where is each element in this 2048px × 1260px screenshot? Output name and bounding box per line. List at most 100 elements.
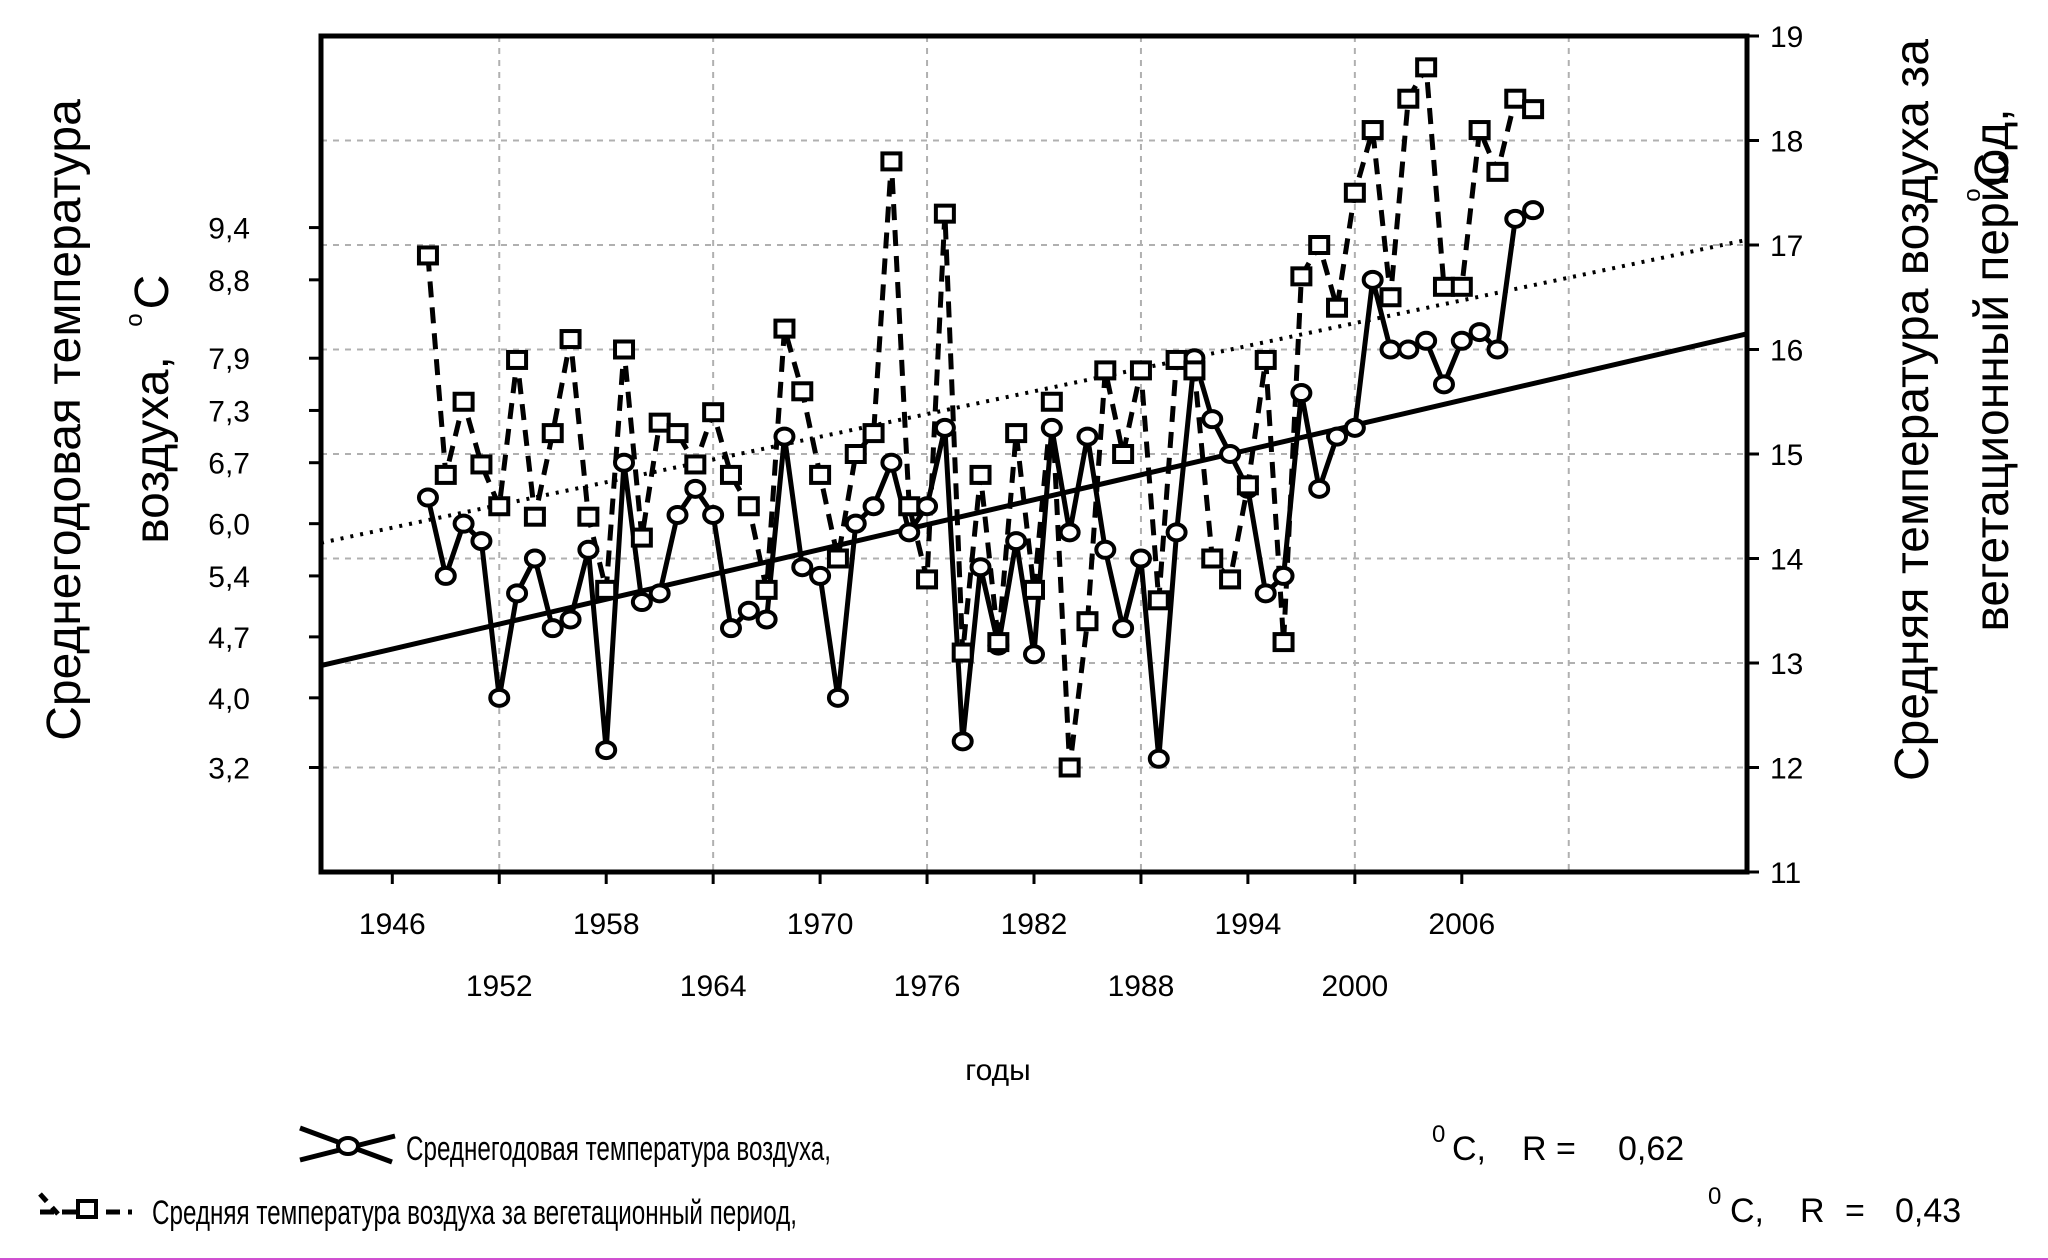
point-annual-1951 xyxy=(470,531,493,552)
point-annual-2004 xyxy=(1415,330,1438,351)
point-annual-1984 xyxy=(1058,522,1081,543)
tick-label-right-0: 11 xyxy=(1770,857,1801,890)
point-vegetation-1985 xyxy=(1076,611,1099,632)
point-annual-1986 xyxy=(1094,539,1117,560)
point-annual-2006 xyxy=(1450,330,1473,351)
point-annual-1959 xyxy=(613,452,636,473)
point-vegetation-1981 xyxy=(1005,423,1028,444)
point-vegetation-1953 xyxy=(506,349,529,370)
point-vegetation-1977 xyxy=(933,203,956,224)
tick-label-left-6: 7,3 xyxy=(208,395,250,428)
point-vegetation-1982 xyxy=(1023,579,1045,600)
trendlines xyxy=(320,237,1748,669)
point-annual-1978 xyxy=(951,731,974,752)
x-axis-title: годы xyxy=(965,1054,1030,1087)
point-vegetation-1980 xyxy=(987,632,1010,653)
point-annual-2003 xyxy=(1397,339,1420,360)
point-vegetation-1990 xyxy=(1165,349,1188,370)
point-annual-1954 xyxy=(523,548,546,569)
tick-label-left-5: 6,7 xyxy=(208,448,250,481)
point-annual-1967 xyxy=(755,609,778,630)
point-vegetation-1971 xyxy=(826,548,849,569)
point-annual-1999 xyxy=(1326,426,1349,447)
legend-veg-marker xyxy=(76,1199,98,1219)
point-vegetation-1969 xyxy=(791,381,814,402)
point-vegetation-2004 xyxy=(1415,57,1438,78)
point-annual-1970 xyxy=(809,565,832,586)
point-annual-1949 xyxy=(434,565,457,586)
tick-label-left-3: 5,4 xyxy=(208,561,250,594)
point-annual-1968 xyxy=(773,426,796,447)
y-left-title-line2: воздуха, xyxy=(126,356,179,544)
tick-label-right-6: 17 xyxy=(1770,230,1803,263)
tick-label-x-1976: 1976 xyxy=(894,970,961,1003)
trendline-right xyxy=(320,237,1748,545)
point-annual-1977 xyxy=(933,417,956,438)
tick-label-right-1: 12 xyxy=(1770,753,1803,786)
point-vegetation-1960 xyxy=(630,527,653,548)
tick-labels: 3,2 4,0 4,7 5,4 6,0 6,7 7,3 7,9 8,8 9,4 11 12 13 14 15… xyxy=(208,21,1803,1003)
legend-annual-marker xyxy=(336,1136,360,1156)
y-right-title-line2: вегетационный период, xyxy=(1966,108,2019,631)
point-vegetation-2008 xyxy=(1486,161,1509,182)
point-annual-1957 xyxy=(577,539,600,560)
legend-annual-r-label: R = xyxy=(1522,1130,1576,1168)
tick-label-x-1958: 1958 xyxy=(573,908,640,941)
y-left-title-line1: Среднегодовая температура xyxy=(38,99,91,741)
point-vegetation-1968 xyxy=(773,318,796,339)
point-vegetation-1967 xyxy=(755,579,778,600)
y-axis-left-title: Среднегодовая температура воздуха, о С xyxy=(38,99,179,741)
point-annual-2010 xyxy=(1522,200,1545,221)
point-annual-1989 xyxy=(1147,748,1170,769)
tick-label-x-2000: 2000 xyxy=(1321,970,1388,1003)
point-vegetation-1975 xyxy=(898,496,921,517)
point-vegetation-1983 xyxy=(1040,391,1063,412)
point-vegetation-1999 xyxy=(1326,297,1349,318)
point-annual-1956 xyxy=(559,609,582,630)
tick-label-right-4: 15 xyxy=(1770,439,1803,472)
point-annual-1996 xyxy=(1272,565,1295,586)
point-annual-1988 xyxy=(1129,548,1152,569)
point-vegetation-1956 xyxy=(559,329,582,350)
point-annual-1952 xyxy=(488,687,511,708)
point-vegetation-1965 xyxy=(719,464,742,485)
point-vegetation-1962 xyxy=(666,423,689,444)
point-vegetation-1989 xyxy=(1147,590,1170,611)
point-annual-1966 xyxy=(737,600,760,621)
point-annual-1979 xyxy=(969,557,992,578)
point-annual-1990 xyxy=(1165,522,1188,543)
legend-veg-line-a xyxy=(38,1192,60,1216)
tick-label-left-2: 4,7 xyxy=(208,622,250,655)
point-annual-1963 xyxy=(684,478,707,499)
legend-veg-r-eq: = xyxy=(1845,1192,1865,1230)
point-annual-1975 xyxy=(898,522,921,543)
tick-label-left-7: 7,9 xyxy=(208,343,250,376)
tick-label-right-5: 16 xyxy=(1770,335,1803,368)
legend-annual-r-value: 0,62 xyxy=(1618,1130,1684,1168)
point-vegetation-1958 xyxy=(595,579,618,600)
point-annual-1962 xyxy=(666,504,689,525)
point-vegetation-1979 xyxy=(969,464,992,485)
point-vegetation-1957 xyxy=(577,506,600,527)
legend-veg-unit-sup: 0 xyxy=(1708,1183,1721,1210)
point-vegetation-2000 xyxy=(1343,182,1366,203)
legend-veg-r-label: R xyxy=(1800,1192,1825,1230)
point-annual-1950 xyxy=(452,513,475,534)
tick-label-left-0: 3,2 xyxy=(208,753,250,786)
point-annual-1953 xyxy=(506,583,529,604)
point-annual-2001 xyxy=(1361,269,1384,290)
y-right-title-line1: Средняя температура воздуха за xyxy=(1886,39,1939,781)
point-vegetation-1992 xyxy=(1201,548,1224,569)
point-annual-1958 xyxy=(595,740,618,761)
point-annual-1983 xyxy=(1040,417,1063,438)
series xyxy=(416,57,1545,778)
point-vegetation-1966 xyxy=(737,496,760,517)
point-vegetation-1994 xyxy=(1236,475,1259,496)
point-annual-1960 xyxy=(630,592,653,613)
tick-label-right-2: 13 xyxy=(1770,648,1803,681)
tick-label-right-7: 18 xyxy=(1770,126,1803,159)
tick-label-x-1946: 1946 xyxy=(359,908,426,941)
point-vegetation-2006 xyxy=(1450,276,1473,297)
point-annual-1981 xyxy=(1005,531,1028,552)
point-annual-2005 xyxy=(1432,374,1455,395)
